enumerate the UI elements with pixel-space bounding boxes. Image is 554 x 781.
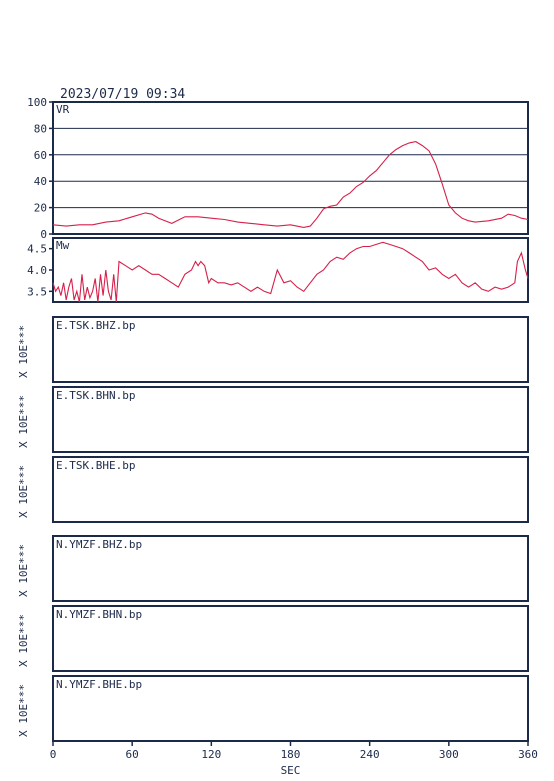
vr-ytick-label: 80 bbox=[34, 122, 47, 135]
amplitude-scale-label: X 10E*** bbox=[17, 684, 30, 737]
mw-ytick-label: 3.5 bbox=[27, 285, 47, 298]
waveform-panel-frame bbox=[52, 605, 529, 672]
vr-ytick-label: 100 bbox=[27, 96, 47, 109]
x-tick-label: 60 bbox=[126, 748, 139, 761]
vr-ytick-label: 20 bbox=[34, 202, 47, 215]
vr-frame bbox=[52, 101, 529, 235]
mw-frame bbox=[52, 237, 529, 303]
amplitude-scale-label: X 10E*** bbox=[17, 544, 30, 597]
x-tick-label: 0 bbox=[50, 748, 57, 761]
vr-panel: 0 20 40 60 80 100 VR bbox=[27, 96, 529, 241]
vr-series-line bbox=[52, 141, 529, 228]
waveform-panel-frame bbox=[52, 316, 529, 383]
amplitude-scale-label: X 10E*** bbox=[17, 395, 30, 448]
station-channel-label: E.TSK.BHZ.bp bbox=[56, 319, 135, 332]
station-channel-label: E.TSK.BHE.bp bbox=[56, 459, 135, 472]
amplitude-scale-label: X 10E*** bbox=[17, 465, 30, 518]
mw-series-line bbox=[52, 241, 529, 303]
amplitude-scale-label: X 10E*** bbox=[17, 614, 30, 667]
x-tick-label: 240 bbox=[360, 748, 380, 761]
vr-ytick-label: 0 bbox=[40, 228, 47, 241]
figure-title: 2023/07/19 09:34 bbox=[60, 87, 185, 102]
x-axis: 0 60 120 180 240 300 360 SEC bbox=[50, 741, 538, 777]
station-channel-label: N.YMZF.BHZ.bp bbox=[56, 538, 142, 551]
x-axis-label: SEC bbox=[281, 764, 301, 777]
station-channel-label: E.TSK.BHN.bp bbox=[56, 389, 135, 402]
mw-panel: 3.5 4.0 4.5 Mw bbox=[27, 237, 529, 303]
mw-axis-label: Mw bbox=[56, 239, 70, 252]
station-channel-label: N.YMZF.BHN.bp bbox=[56, 608, 142, 621]
x-tick-label: 180 bbox=[281, 748, 301, 761]
station-panels: E.TSK.BHZ.bp X 10E*** E.TSK.BHN.bp X 10E***… bbox=[17, 316, 529, 742]
waveform-panel-frame bbox=[52, 456, 529, 523]
mw-ytick-label: 4.5 bbox=[27, 243, 47, 256]
vr-ytick-label: 40 bbox=[34, 175, 47, 188]
x-tick-label: 360 bbox=[518, 748, 538, 761]
waveform-panel-frame bbox=[52, 535, 529, 602]
waveform-panel-frame bbox=[52, 386, 529, 453]
x-tick-label: 300 bbox=[439, 748, 459, 761]
vr-ytick-label: 60 bbox=[34, 149, 47, 162]
mw-ytick-label: 4.0 bbox=[27, 264, 47, 277]
x-tick-label: 120 bbox=[201, 748, 221, 761]
vr-axis-label: VR bbox=[56, 103, 70, 116]
station-channel-label: N.YMZF.BHE.bp bbox=[56, 678, 142, 691]
amplitude-scale-label: X 10E*** bbox=[17, 325, 30, 378]
